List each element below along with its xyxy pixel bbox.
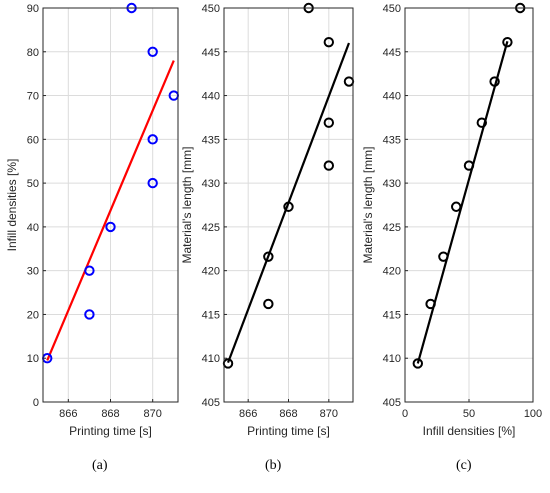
y-tick-label: 60 bbox=[27, 134, 39, 146]
data-point bbox=[438, 251, 449, 262]
y-tick-label: 435 bbox=[202, 134, 220, 146]
y-tick-label: 425 bbox=[202, 222, 220, 234]
x-tick-label: 100 bbox=[524, 408, 542, 420]
y-axis-label: Material's length [mm] bbox=[361, 147, 375, 264]
data-point bbox=[476, 117, 487, 128]
data-point bbox=[147, 134, 158, 145]
y-tick-label: 425 bbox=[383, 222, 401, 234]
fit-line bbox=[46, 60, 175, 361]
x-tick-label: 870 bbox=[320, 408, 338, 420]
y-tick-label: 450 bbox=[383, 3, 401, 15]
x-axis-label: Infill densities [%] bbox=[423, 424, 516, 438]
y-tick-label: 415 bbox=[383, 309, 401, 321]
x-tick-label: 868 bbox=[101, 408, 119, 420]
data-point bbox=[502, 36, 513, 48]
y-tick-label: 90 bbox=[27, 3, 39, 15]
fit-line bbox=[416, 40, 509, 364]
y-tick-label: 445 bbox=[202, 47, 220, 59]
x-axis-label: Printing time [s] bbox=[247, 424, 330, 438]
y-tick-label: 80 bbox=[27, 47, 39, 59]
y-tick-label: 415 bbox=[202, 309, 220, 321]
data-point bbox=[147, 46, 158, 57]
data-point bbox=[84, 309, 95, 320]
y-tick-label: 50 bbox=[27, 178, 39, 190]
x-tick-label: 870 bbox=[144, 408, 162, 420]
data-point bbox=[489, 76, 500, 87]
x-tick-label: 50 bbox=[463, 408, 475, 420]
y-tick-label: 440 bbox=[202, 91, 220, 103]
data-point bbox=[323, 160, 335, 171]
y-tick-label: 10 bbox=[27, 353, 39, 365]
y-tick-label: 70 bbox=[27, 91, 39, 103]
data-point bbox=[147, 177, 158, 189]
data-point bbox=[412, 358, 423, 369]
y-tick-label: 20 bbox=[27, 309, 39, 321]
data-point bbox=[425, 298, 436, 310]
y-axis-label: Infill densities [%] bbox=[5, 159, 19, 252]
y-axis-label: Material's length [mm] bbox=[180, 147, 194, 264]
y-tick-label: 420 bbox=[383, 266, 401, 278]
data-point bbox=[451, 201, 462, 212]
y-tick-label: 440 bbox=[383, 91, 401, 103]
y-tick-label: 420 bbox=[202, 266, 220, 278]
data-point bbox=[323, 117, 335, 128]
data-point bbox=[463, 160, 475, 171]
panel-label-b: (b) bbox=[265, 458, 282, 473]
y-tick-label: 410 bbox=[202, 353, 220, 365]
y-tick-label: 435 bbox=[383, 134, 401, 146]
data-point bbox=[84, 265, 95, 276]
y-tick-label: 0 bbox=[33, 397, 39, 409]
x-tick-label: 866 bbox=[239, 408, 257, 420]
x-axis-label: Printing time [s] bbox=[69, 424, 152, 438]
data-point bbox=[323, 36, 335, 48]
x-tick-label: 0 bbox=[402, 408, 408, 420]
y-tick-label: 40 bbox=[27, 222, 39, 234]
y-tick-label: 410 bbox=[383, 353, 401, 365]
y-tick-label: 445 bbox=[383, 47, 401, 59]
y-tick-label: 405 bbox=[383, 397, 401, 409]
y-tick-label: 450 bbox=[202, 3, 220, 15]
data-point bbox=[283, 201, 294, 212]
data-point bbox=[263, 251, 274, 262]
x-tick-label: 866 bbox=[59, 408, 77, 420]
y-tick-label: 430 bbox=[383, 178, 401, 190]
data-point bbox=[105, 221, 116, 233]
panel-label-a: (a) bbox=[92, 458, 108, 473]
data-point bbox=[263, 298, 274, 310]
panel-label-c: (c) bbox=[456, 458, 472, 473]
y-tick-label: 405 bbox=[202, 397, 220, 409]
x-tick-label: 868 bbox=[279, 408, 297, 420]
y-tick-label: 30 bbox=[27, 266, 39, 278]
y-tick-label: 430 bbox=[202, 178, 220, 190]
